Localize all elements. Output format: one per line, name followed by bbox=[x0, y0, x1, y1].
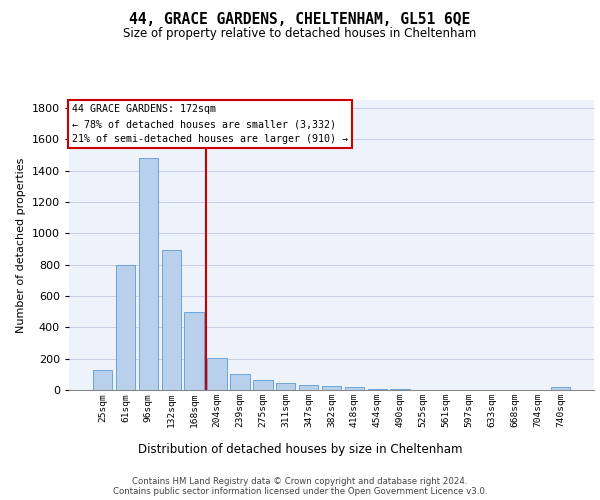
Bar bbox=[322, 386, 341, 390]
Y-axis label: Number of detached properties: Number of detached properties bbox=[16, 158, 26, 332]
Bar bbox=[276, 383, 295, 390]
Bar bbox=[253, 380, 272, 390]
Text: Contains public sector information licensed under the Open Government Licence v3: Contains public sector information licen… bbox=[113, 488, 487, 496]
Bar bbox=[116, 266, 135, 390]
Bar bbox=[139, 158, 158, 390]
Bar bbox=[299, 384, 319, 390]
Text: 44, GRACE GARDENS, CHELTENHAM, GL51 6QE: 44, GRACE GARDENS, CHELTENHAM, GL51 6QE bbox=[130, 12, 470, 28]
Bar bbox=[230, 374, 250, 390]
Bar bbox=[368, 388, 387, 390]
Text: Contains HM Land Registry data © Crown copyright and database right 2024.: Contains HM Land Registry data © Crown c… bbox=[132, 478, 468, 486]
Text: 44 GRACE GARDENS: 172sqm
← 78% of detached houses are smaller (3,332)
21% of sem: 44 GRACE GARDENS: 172sqm ← 78% of detach… bbox=[71, 104, 347, 144]
Bar bbox=[208, 358, 227, 390]
Bar bbox=[161, 250, 181, 390]
Bar bbox=[551, 387, 570, 390]
Bar bbox=[344, 387, 364, 390]
Bar bbox=[184, 312, 204, 390]
Bar bbox=[93, 370, 112, 390]
Text: Size of property relative to detached houses in Cheltenham: Size of property relative to detached ho… bbox=[124, 28, 476, 40]
Text: Distribution of detached houses by size in Cheltenham: Distribution of detached houses by size … bbox=[138, 442, 462, 456]
